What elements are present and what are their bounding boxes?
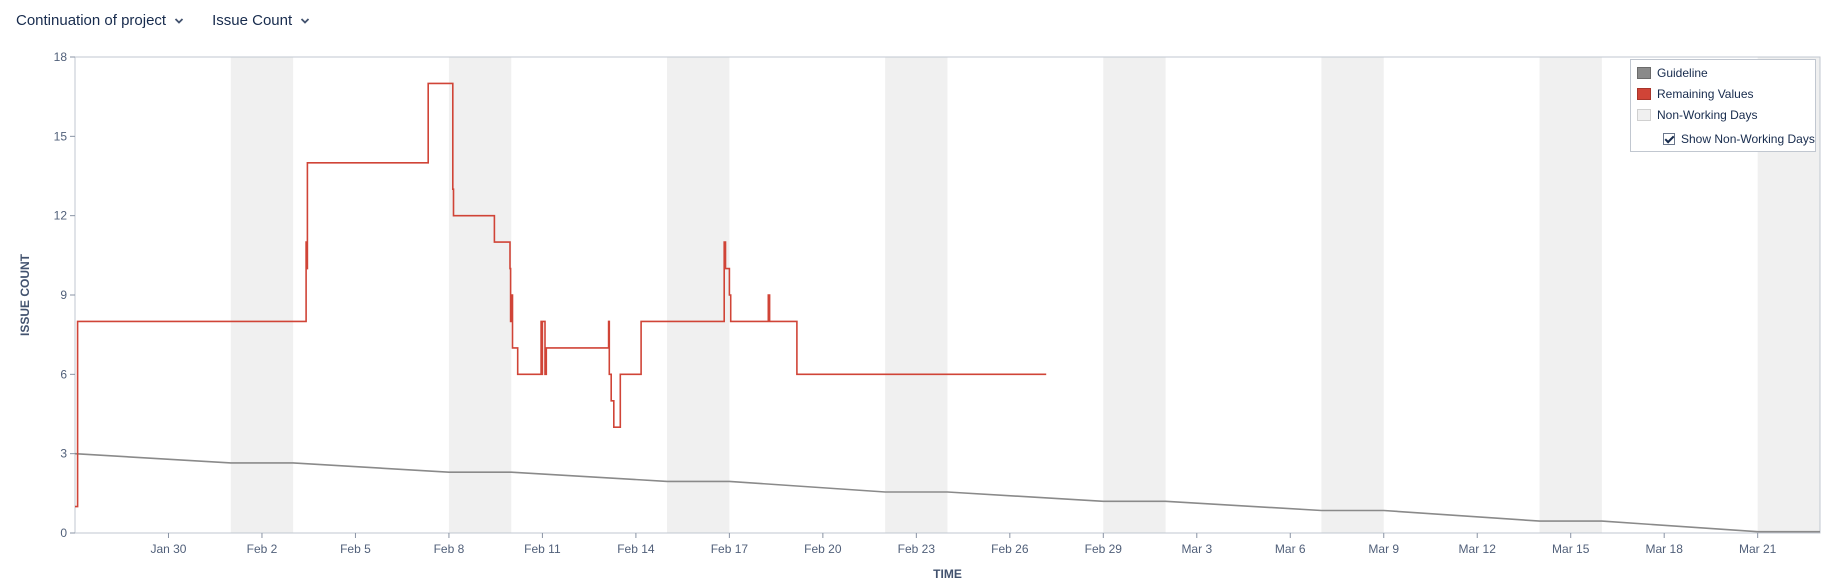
y-tick-label: 15: [54, 129, 68, 143]
non-working-band: [448, 57, 512, 533]
x-tick-label: Feb 8: [434, 542, 465, 556]
y-tick-label: 6: [60, 367, 67, 381]
legend-item-non-working: Non-Working Days: [1637, 108, 1757, 122]
show-non-working-checkbox[interactable]: [1663, 133, 1675, 145]
series-layer: [74, 82, 1820, 533]
x-tick-label: Feb 20: [804, 542, 842, 556]
metric-dropdown-label: Issue Count: [212, 12, 293, 29]
non-working-band: [885, 57, 948, 533]
y-tick-label: 9: [60, 288, 67, 302]
legend-item-guideline: Guideline: [1637, 66, 1708, 80]
legend-label-guideline: Guideline: [1657, 66, 1708, 80]
guideline-swatch: [1637, 67, 1651, 79]
x-tick-label: Feb 29: [1085, 542, 1123, 556]
non-working-band: [1539, 57, 1602, 533]
remaining-values-series: [75, 82, 1047, 508]
x-tick-label: Mar 6: [1275, 542, 1306, 556]
x-tick-label: Feb 14: [617, 542, 655, 556]
y-tick-label: 0: [60, 526, 67, 540]
guideline-series: [74, 452, 1820, 533]
legend-label-remaining: Remaining Values: [1657, 87, 1754, 101]
chart-legend: Guideline Remaining Values Non-Working D…: [1630, 59, 1816, 152]
y-tick-label: 18: [54, 50, 68, 64]
x-tick-label: Mar 12: [1459, 542, 1497, 556]
x-axis-title: TIME: [933, 567, 962, 581]
x-tick-label: Feb 5: [340, 542, 371, 556]
non-working-band: [667, 57, 730, 533]
legend-label-non-working: Non-Working Days: [1657, 108, 1758, 122]
axes-layer: 0 3 6 9 12 15 18 Jan 30 Feb 2 Feb 5 Feb 8 Feb 11 Feb…: [54, 50, 1821, 556]
project-dropdown[interactable]: Continuation of project: [16, 12, 184, 29]
x-tick-label: Feb 23: [898, 542, 936, 556]
non-working-band: [230, 57, 294, 533]
non-working-band: [1321, 57, 1384, 533]
x-tick-label: Mar 3: [1181, 542, 1212, 556]
x-tick-label: Feb 26: [991, 542, 1029, 556]
chevron-down-icon: [301, 17, 310, 24]
x-tick-label: Mar 9: [1368, 542, 1399, 556]
non-working-swatch: [1637, 109, 1651, 121]
show-non-working-toggle[interactable]: Show Non-Working Days: [1663, 132, 1815, 146]
x-tick-label: Mar 21: [1739, 542, 1777, 556]
y-tick-label: 12: [54, 209, 68, 223]
x-tick-label: Mar 18: [1646, 542, 1684, 556]
x-tick-label: Feb 17: [711, 542, 749, 556]
project-dropdown-label: Continuation of project: [16, 12, 167, 29]
x-tick-label: Jan 30: [150, 542, 186, 556]
non-working-days-layer: [230, 57, 1820, 533]
chevron-down-icon: [174, 17, 184, 24]
x-tick-label: Feb 2: [247, 542, 278, 556]
y-axis-title: ISSUE COUNT: [18, 253, 32, 336]
remaining-swatch: [1637, 88, 1651, 100]
metric-dropdown[interactable]: Issue Count: [212, 12, 310, 29]
chart-toolbar: Continuation of project Issue Count: [16, 12, 310, 29]
show-non-working-label: Show Non-Working Days: [1681, 132, 1815, 146]
x-tick-label: Mar 15: [1552, 542, 1590, 556]
non-working-band: [1103, 57, 1166, 533]
y-tick-label: 3: [60, 447, 67, 461]
x-tick-label: Feb 11: [524, 542, 561, 556]
legend-item-remaining: Remaining Values: [1637, 87, 1754, 101]
